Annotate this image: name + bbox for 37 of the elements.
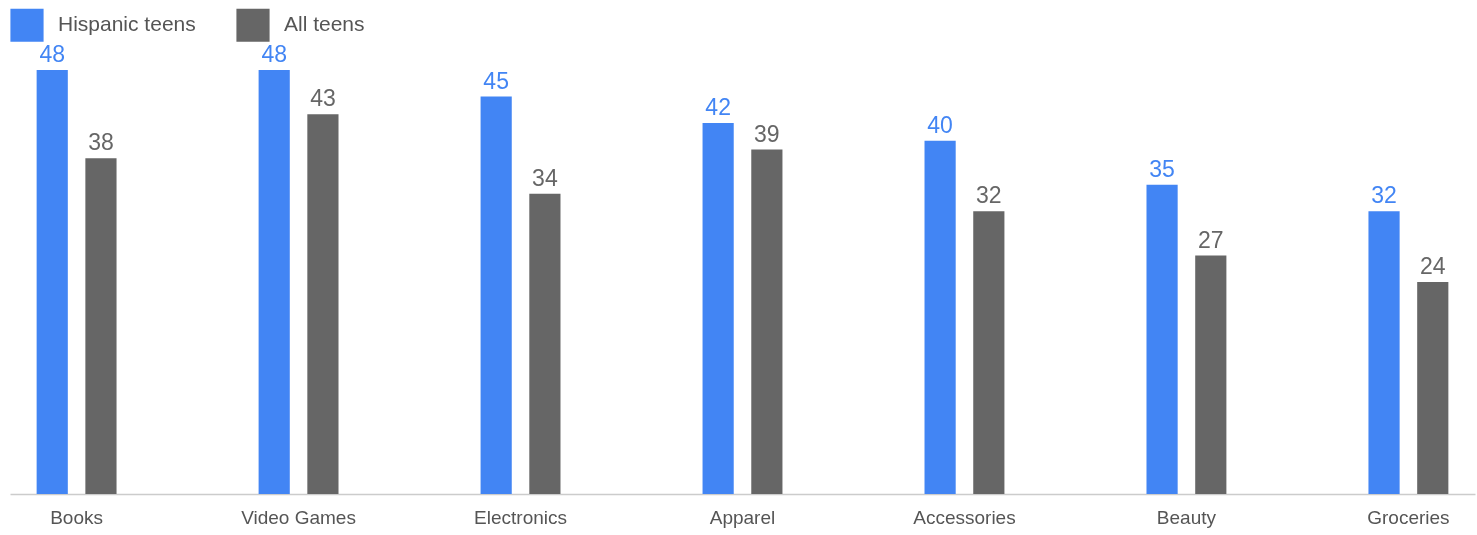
bar: [751, 149, 783, 494]
legend-label: All teens: [284, 12, 365, 36]
data-label: 34: [532, 164, 558, 191]
data-label: 48: [261, 41, 287, 67]
data-label: 27: [1198, 226, 1224, 253]
bar: [1417, 282, 1449, 494]
data-label: 38: [88, 129, 114, 156]
x-tick-label: Apparel: [709, 506, 776, 528]
data-label: 40: [927, 111, 953, 138]
bar: [529, 193, 561, 494]
x-tick-label: Accessories: [913, 506, 1016, 528]
x-tick-label: Electronics: [474, 506, 567, 528]
bar: [1195, 255, 1227, 494]
x-tick-label: Groceries: [1367, 506, 1450, 528]
data-label: 24: [1419, 253, 1446, 279]
data-label: 32: [976, 182, 1002, 209]
data-label: 45: [483, 67, 509, 94]
bar: [307, 114, 339, 494]
bar: [702, 123, 734, 494]
data-label: 43: [310, 85, 336, 112]
bar: [36, 70, 68, 494]
data-label: 48: [39, 41, 66, 67]
data-label: 42: [705, 94, 731, 120]
data-label: 39: [754, 120, 780, 147]
bar: [924, 140, 956, 494]
x-tick-label: Beauty: [1156, 506, 1217, 528]
x-tick-label: Books: [50, 506, 103, 528]
legend-label: Hispanic teens: [58, 12, 196, 36]
data-label: 32: [1371, 182, 1397, 209]
x-tick-label: Video Games: [241, 506, 356, 528]
bar: [1146, 184, 1178, 494]
bar: [1368, 211, 1400, 494]
bar: [480, 96, 512, 494]
bar: [973, 211, 1005, 494]
bar: [85, 158, 117, 494]
data-label: 35: [1149, 155, 1175, 182]
bar: [258, 70, 290, 494]
